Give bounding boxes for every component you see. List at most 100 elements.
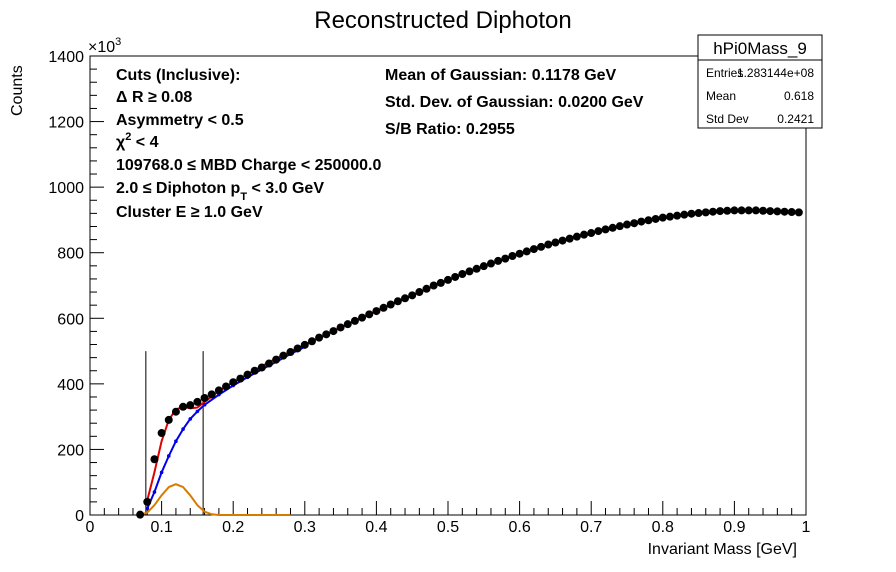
data-point [730,206,739,215]
x-tick-label: 0.9 [723,519,745,536]
cut-annotation-line: χ2 < 4 [116,131,159,151]
fit-results-annotation: Mean of Gaussian: 0.1178 GeV Std. Dev. of… [385,67,644,138]
data-point [336,323,345,332]
data-point [601,225,610,234]
data-point [200,393,209,402]
data-point [615,222,624,231]
x-tick-label: 0.6 [508,519,530,536]
data-point [694,209,703,218]
data-point [465,267,474,276]
data-point [372,307,381,316]
data-point [365,310,374,319]
data-point [307,337,316,346]
x-tick-label: 0.1 [150,519,172,536]
data-point [522,247,531,256]
data-point [630,219,639,228]
y-tick-label: 600 [57,311,84,328]
data-point [658,213,667,222]
stats-box-name: hPi0Mass_9 [713,39,807,58]
data-point [186,401,195,410]
x-tick-label: 0.5 [437,519,459,536]
data-point [759,206,768,215]
data-point [171,407,180,416]
cut-annotation-line: Asymmetry < 0.5 [116,112,244,129]
data-point [787,208,796,217]
data-point [558,236,567,245]
stats-row-label: Entries [706,66,743,80]
fit-curve-point [195,409,200,414]
data-point [673,211,682,220]
y-tick-label: 1400 [48,49,84,66]
data-point [751,206,760,215]
data-point [136,510,145,519]
data-point [236,374,245,383]
fit-curve-point [145,506,150,511]
data-point [350,316,359,325]
fit-result-line: Std. Dev. of Gaussian: 0.0200 GeV [385,94,644,111]
fit-curve-line [139,483,291,516]
y-tick-label: 200 [57,442,84,459]
stats-row-label: Std Dev [706,112,749,126]
data-point [329,327,338,336]
data-point [436,278,445,287]
data-point [451,272,460,281]
stats-row-value: 1.283144e+08 [737,66,814,80]
cut-annotation-line: Cuts (Inclusive): [116,67,240,84]
data-point [458,270,467,279]
data-point [214,386,223,395]
y-tick-label: 1200 [48,115,84,132]
data-point [479,262,488,271]
data-point [229,378,238,387]
data-point [393,297,402,306]
data-point [529,245,538,254]
data-point [157,429,166,438]
data-point [494,256,503,265]
x-axis-label: Invariant Mass [GeV] [648,541,797,558]
data-point [544,240,553,249]
x-tick-label: 0.4 [365,519,387,536]
fit-curve-point [159,470,164,475]
data-point [773,207,782,216]
data-point [687,209,696,218]
fit-result-line: Mean of Gaussian: 0.1178 GeV [385,67,617,84]
data-point [150,455,159,464]
data-point [537,242,546,251]
y-tick-label: 0 [75,508,84,525]
data-point [444,275,452,284]
data-point [250,366,259,375]
fit-result-line: S/B Ratio: 0.2955 [385,121,515,138]
data-point [744,206,753,215]
data-point [422,284,431,293]
data-point [716,207,725,216]
data-point [343,320,352,329]
data-point [794,208,803,217]
fit-curve-point [166,454,171,458]
data-point [665,212,674,221]
data-point [572,232,581,241]
data-point [415,288,424,297]
stats-row-label: Mean [706,89,736,103]
x-tick-label: 0 [86,519,95,536]
data-point [644,216,653,225]
data-point [164,415,173,424]
data-point [315,333,324,342]
data-point [408,291,417,300]
y-axis-label: Counts [9,65,26,116]
data-point [508,251,517,260]
data-point [608,223,617,232]
fit-curve-point [202,403,207,407]
data-point [358,313,367,322]
stats-row-value: 0.2421 [777,112,814,126]
cut-annotation-line: Cluster E ≥ 1.0 GeV [116,204,263,221]
data-point [651,214,660,223]
x-tick-label: 0.2 [222,519,244,536]
data-point [580,230,589,239]
data-point [780,207,789,216]
data-point [379,303,388,312]
fit-curve-point [152,490,157,494]
data-point [472,264,481,273]
fit-curve-line [146,345,306,509]
fit-curve-point [181,427,185,431]
data-point [179,402,188,411]
